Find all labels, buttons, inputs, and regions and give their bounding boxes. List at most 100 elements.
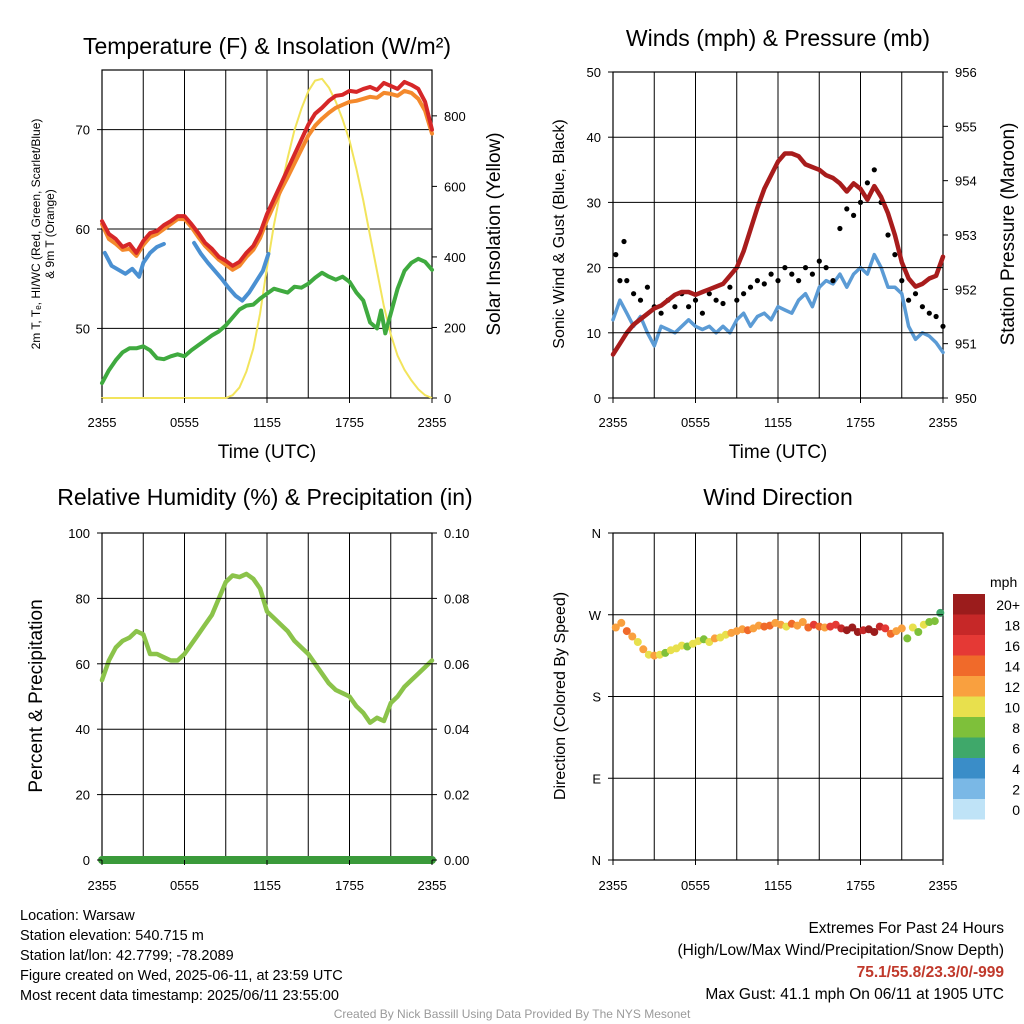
gust-point xyxy=(734,297,740,303)
legend-swatch xyxy=(953,737,985,758)
y-tick-label: 0 xyxy=(83,853,90,868)
figure: Temperature (F) & Insolation (W/m²) 5060… xyxy=(26,25,1020,893)
direction-point xyxy=(628,632,637,641)
humidity-title: Relative Humidity (%) & Precipitation (i… xyxy=(57,484,472,510)
legend-swatch xyxy=(953,799,985,820)
legend-swatch xyxy=(953,594,985,615)
temp_9m-line xyxy=(100,88,434,272)
y-tick-label: 60 xyxy=(76,222,90,237)
gust-point xyxy=(919,304,926,310)
wind-line xyxy=(611,252,945,355)
gust-point xyxy=(644,284,651,290)
insolation-line xyxy=(101,77,433,399)
y-tick-label: 50 xyxy=(76,321,90,336)
direction-point xyxy=(908,623,917,632)
station-latlon: Station lat/lon: 42.7799; -78.2089 xyxy=(20,948,234,964)
station-info: Location: Warsaw Station elevation: 540.… xyxy=(20,906,343,1006)
legend-swatch xyxy=(953,717,985,738)
y-tick-label-right: 0.04 xyxy=(444,722,469,737)
x-tick-label: 1755 xyxy=(846,878,875,893)
gust-point xyxy=(631,291,637,297)
wind_chill-line xyxy=(192,240,271,303)
winds-ylabel-right: Station Pressure (Maroon) xyxy=(998,123,1019,346)
gust-point xyxy=(885,232,891,238)
wind_chill-line xyxy=(102,241,166,279)
x-tick-label: 2355 xyxy=(929,415,958,430)
y-tick-label: 40 xyxy=(76,722,90,737)
gust-point xyxy=(699,310,706,316)
y-tick-label: E xyxy=(592,771,601,786)
gust-point xyxy=(768,271,774,277)
recent-timestamp: Most recent data timestamp: 2025/06/11 2… xyxy=(20,988,339,1004)
temperature-ticks: 50 60 70 0 200 400 600 800 2355 0555 1155 1755 2355 xyxy=(76,109,466,430)
y-tick-label: 70 xyxy=(76,123,90,138)
gust-point xyxy=(741,291,747,297)
x-tick-label: 2355 xyxy=(599,415,628,430)
y-tick-label: W xyxy=(589,608,602,623)
y-tick-label-right: 600 xyxy=(444,179,466,194)
humidity-line xyxy=(99,571,435,725)
gust-point xyxy=(692,297,699,303)
winds-ticks: 0 10 20 30 40 50 950 951 952 953 954 955 956 2355 0555… xyxy=(587,65,977,430)
gust-point xyxy=(754,278,761,284)
temperature-series xyxy=(100,77,434,399)
gust-point xyxy=(658,310,664,316)
direction-panel: Wind Direction N E S W N 2355 0555 1155 1755 2355… xyxy=(552,484,1020,893)
x-tick-label: 2355 xyxy=(418,878,447,893)
gust-point xyxy=(720,300,726,307)
gust-point xyxy=(830,278,836,284)
x-tick-label: 1755 xyxy=(335,878,364,893)
x-tick-label: 0555 xyxy=(170,415,199,430)
direction-point xyxy=(903,634,912,643)
extremes-box: Extremes For Past 24 Hours (High/Low/Max… xyxy=(678,918,1005,1006)
legend-label: 14 xyxy=(1004,659,1020,675)
credit-line: Created By Nick Bassill Using Data Provi… xyxy=(333,1007,691,1021)
speed-legend: 20+ 18 16 14 12 10 8 6 4 2 0 xyxy=(953,594,1020,820)
direction-point xyxy=(881,624,890,633)
gust-point xyxy=(912,291,919,297)
y-tick-label: 10 xyxy=(587,326,601,341)
legend-label: 20+ xyxy=(996,597,1020,613)
y-tick-label-right: 200 xyxy=(444,320,466,335)
air_temp-line xyxy=(100,79,434,268)
direction-point xyxy=(870,628,879,636)
winds-ylabel-left: Sonic Wind & Gust (Blue, Black) xyxy=(551,119,568,348)
x-tick-label: 0555 xyxy=(170,878,199,893)
x-tick-label: 1155 xyxy=(253,415,281,430)
y-tick-label-right: 953 xyxy=(955,228,977,243)
dewpoint-line xyxy=(100,256,434,386)
direction-point xyxy=(611,623,620,632)
temperature-ylabel-left: 2m T, Tₑ, HI/WC (Red, Green, Scarlet/Blu… xyxy=(29,119,43,350)
gust-point xyxy=(906,297,912,303)
legend-label: 12 xyxy=(1004,679,1020,695)
gust-point xyxy=(844,206,850,212)
y-tick-label: 100 xyxy=(68,526,90,541)
y-tick-label: 80 xyxy=(76,591,90,606)
x-tick-label: 2355 xyxy=(929,878,958,893)
x-tick-label: 2355 xyxy=(599,878,628,893)
y-tick-label-right: 954 xyxy=(955,174,977,189)
x-tick-label: 2355 xyxy=(88,415,117,430)
y-tick-label-right: 951 xyxy=(955,337,977,352)
direction-point xyxy=(848,623,857,632)
temperature-ylabel-right: Solar Insolation (Yellow) xyxy=(484,132,505,335)
y-tick-label: N xyxy=(592,526,601,541)
legend-label: 16 xyxy=(1004,638,1020,654)
gust-point xyxy=(851,212,857,218)
humidity-ylabel-left: Percent & Precipitation xyxy=(26,599,47,792)
gust-point xyxy=(789,271,795,277)
humidity-ticks: 0 20 40 60 80 100 0.00 0.02 0.04 0.06 0.08 0.10 2355… xyxy=(68,526,469,893)
figure-created: Figure created on Wed, 2025-06-11, at 23… xyxy=(20,968,343,984)
direction-point xyxy=(622,627,631,636)
legend-swatch xyxy=(953,614,985,635)
temperature-xlabel: Time (UTC) xyxy=(218,442,317,463)
direction-title: Wind Direction xyxy=(703,484,853,510)
humidity-panel: Relative Humidity (%) & Precipitation (i… xyxy=(26,484,473,893)
temperature-panel: Temperature (F) & Insolation (W/m²) 50 60… xyxy=(29,33,505,463)
gust-point xyxy=(621,238,627,245)
winds-series xyxy=(610,151,946,357)
y-tick-label: 40 xyxy=(587,130,601,145)
y-tick-label-right: 950 xyxy=(955,391,977,406)
pressure-line xyxy=(610,151,946,357)
humidity-grid xyxy=(142,533,392,860)
